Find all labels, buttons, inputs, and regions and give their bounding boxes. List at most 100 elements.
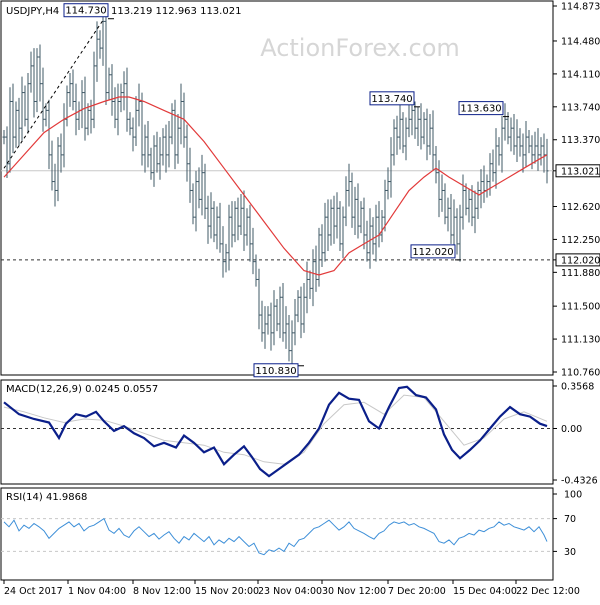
price-bar: [425, 108, 429, 161]
price-bar: [542, 133, 546, 173]
rsi-line: [3, 517, 548, 556]
rsi-layer: [1, 517, 553, 556]
level-label-box: [369, 91, 415, 106]
price-bar: [314, 245, 318, 292]
price-bar: [464, 183, 468, 216]
price-bar: [509, 117, 513, 152]
price-bar: [149, 147, 153, 180]
price-bar: [122, 71, 126, 111]
level-label: 110.830: [255, 366, 296, 377]
price-bar: [203, 163, 207, 219]
price-bar: [128, 112, 132, 136]
price-bar: [479, 169, 483, 209]
macd-y-label: 0.00: [561, 424, 582, 435]
price-bar: [485, 174, 489, 198]
level-label: 113.740: [371, 94, 412, 105]
price-bar: [377, 201, 381, 248]
price-bar: [491, 149, 495, 182]
price-bar: [539, 137, 543, 166]
price-y-label: 114.110: [561, 69, 600, 80]
price-bar: [275, 299, 279, 332]
x-tick-label: 7 Dec 20:00: [388, 586, 446, 597]
price-bar: [50, 140, 54, 191]
price-bar: [524, 121, 528, 168]
price-bar: [77, 101, 81, 130]
price-bar: [17, 97, 21, 146]
price-bar: [146, 121, 150, 168]
price-bar: [242, 190, 246, 251]
price-bar: [5, 126, 9, 179]
price-bar: [368, 208, 372, 269]
price-bar: [371, 217, 375, 255]
price-bar: [392, 119, 396, 166]
price-bar: [110, 64, 114, 116]
price-bar: [56, 137, 60, 202]
price-bar: [386, 167, 390, 200]
price-bar: [251, 227, 255, 275]
price-bar: [35, 48, 39, 113]
price-bar: [215, 206, 219, 250]
price-bar: [281, 283, 285, 342]
price-bar: [167, 121, 171, 168]
price-bar: [233, 201, 237, 243]
price-bar: [482, 165, 486, 203]
price-bar: [152, 135, 156, 187]
rsi-panel-frame: [0, 487, 554, 581]
price-bar: [23, 85, 27, 127]
price-y-label: 112.620: [561, 202, 600, 213]
price-bar: [497, 137, 501, 166]
price-bar: [272, 290, 276, 346]
macd-y-label: -0.4326: [561, 476, 598, 487]
price-bar: [473, 190, 477, 234]
current-price-box: [555, 164, 600, 178]
price-bar: [185, 124, 189, 182]
price-bar: [287, 315, 291, 362]
watermark: ActionForex.com: [260, 34, 460, 62]
price-bar: [41, 67, 45, 132]
price-bar: [26, 73, 30, 134]
price-bar: [176, 113, 180, 164]
symbol-title: USDJPY,H4: [6, 6, 59, 17]
price-bar: [536, 128, 540, 171]
price-y-label: 111.130: [561, 335, 600, 346]
price-bar: [395, 115, 399, 155]
price-bar: [8, 87, 12, 173]
price-bar: [260, 300, 264, 342]
macd-label: MACD(12,26,9) 0.0245 0.0557: [6, 384, 158, 395]
price-y-label: 113.740: [561, 102, 600, 113]
ohlc-values: 113.219 113.219 112.963 113.021: [66, 6, 241, 17]
price-bar: [362, 197, 366, 250]
level-label-box: [253, 363, 299, 378]
macd-line: [3, 385, 548, 478]
price-bar: [80, 80, 84, 129]
price-bar: [143, 124, 147, 173]
rsi-y-label: 100: [564, 490, 582, 501]
price-bar: [89, 99, 93, 134]
price-bar: [494, 128, 498, 189]
price-bar: [320, 224, 324, 267]
price-bar: [134, 96, 138, 146]
price-bar: [527, 129, 531, 154]
support-price-box: [555, 253, 600, 267]
price-bar: [437, 160, 441, 218]
price-bar: [29, 51, 33, 93]
price-bar: [299, 286, 303, 339]
price-bar: [245, 208, 249, 246]
price-bar: [389, 137, 393, 198]
price-bar: [407, 105, 411, 138]
price-bar: [311, 249, 315, 307]
price-bar: [431, 110, 435, 171]
price-bar: [257, 268, 261, 330]
price-bar: [365, 220, 369, 262]
level-label: 113.630: [460, 104, 501, 115]
price-bar: [212, 201, 216, 243]
price-bar: [224, 243, 228, 273]
x-tick-label: 1 Nov 04:00: [68, 586, 126, 597]
price-bar: [86, 103, 90, 136]
rsi-label: RSI(14) 41.9868: [6, 492, 87, 503]
price-bar: [125, 67, 129, 132]
price-y-label: 113.370: [561, 135, 600, 146]
price-bar: [92, 51, 96, 129]
price-bar: [161, 128, 165, 166]
price-bar: [545, 138, 549, 184]
